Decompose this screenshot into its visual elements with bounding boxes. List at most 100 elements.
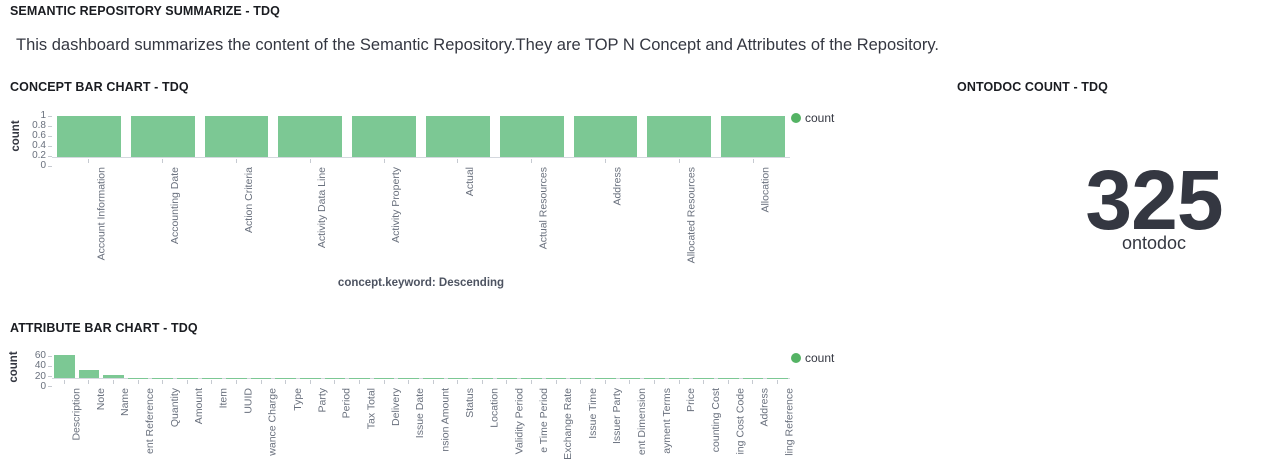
bar-account-information[interactable] [57, 116, 121, 157]
x-category-label: Actual Resources [537, 167, 550, 250]
x-category-label: Activity Data Line [316, 167, 329, 249]
x-category: nsion Amount [421, 386, 451, 459]
bar-action-criteria[interactable] [204, 116, 269, 157]
bar-activity-data-line[interactable] [278, 116, 343, 157]
x-category-label: Address [611, 167, 624, 206]
x-tick [298, 380, 323, 384]
y-tick: 0 [14, 161, 52, 171]
bar-allocation[interactable] [721, 116, 785, 157]
x-tick-mark [162, 159, 164, 163]
bar-name[interactable] [103, 375, 124, 378]
y-tick: 0.6 [14, 131, 52, 141]
x-tick-mark [235, 380, 237, 384]
x-category: ent Dimension [618, 386, 648, 459]
x-tick [569, 159, 643, 163]
x-tick [716, 159, 790, 163]
x-tick [200, 380, 225, 384]
x-category: Type [273, 386, 304, 459]
x-category: Validity Period [495, 386, 525, 459]
x-tick-mark [752, 380, 754, 384]
x-category: Address [569, 165, 643, 273]
x-category-label: Account Information [94, 167, 107, 261]
bar-actual-resources[interactable] [499, 116, 564, 157]
x-category: Exchange Rate [544, 386, 574, 459]
x-tick [642, 159, 716, 163]
x-category-label: Action Criteria [242, 167, 255, 233]
y-tick-mark [48, 355, 52, 357]
bar-address[interactable] [573, 116, 638, 157]
x-tick-mark [531, 159, 533, 163]
x-category: Activity Data Line [273, 165, 347, 273]
x-tick-mark [678, 159, 680, 163]
x-category: Actual [421, 165, 495, 273]
x-tick [273, 159, 347, 163]
x-tick [716, 380, 741, 384]
plot-area [52, 354, 790, 379]
legend-series-dot-icon [791, 353, 801, 363]
x-tick-mark [88, 159, 90, 163]
x-category: Allocation [716, 165, 790, 273]
y-tick: 0.2 [14, 151, 52, 161]
x-tick [495, 380, 520, 384]
x-axis-tick-marks [52, 159, 790, 163]
x-category-label: Accounting Date [168, 167, 181, 245]
x-tick-mark [604, 159, 606, 163]
x-category: counting Cost [691, 386, 722, 459]
x-tick-mark [88, 380, 90, 384]
x-tick [667, 380, 692, 384]
y-tick-mark [48, 145, 52, 147]
bar-actual[interactable] [425, 116, 490, 157]
x-axis-title: concept.keyword: Descending [337, 277, 505, 289]
legend[interactable]: count [791, 111, 834, 125]
x-tick [470, 380, 495, 384]
x-category: Activity Property [347, 165, 421, 273]
x-tick-mark [580, 380, 582, 384]
x-category-label: ling Reference [783, 388, 796, 456]
legend-series-label[interactable]: count [805, 351, 835, 365]
x-tick [150, 380, 175, 384]
x-category: Quantity [150, 386, 181, 459]
x-tick-mark [481, 380, 483, 384]
x-tick [200, 159, 274, 163]
y-tick: 40 [14, 361, 52, 371]
dashboard-description: This dashboard summarizes the content of… [16, 36, 939, 54]
x-tick [77, 380, 102, 384]
legend-series-label[interactable]: count [805, 111, 835, 125]
x-category: Delivery [372, 386, 402, 459]
y-axis-tick-labels: 1 0.8 0.6 0.4 0.2 0 [14, 111, 52, 171]
x-category: Item [200, 386, 230, 459]
ontodoc-count-label: ontodoc [1121, 233, 1187, 253]
x-category: Location [470, 386, 500, 459]
x-tick-mark [506, 380, 508, 384]
x-tick [126, 380, 151, 384]
x-tick [126, 159, 200, 163]
x-tick [642, 380, 667, 384]
legend-series-dot-icon [791, 113, 801, 123]
x-tick-mark [727, 380, 729, 384]
attribute-chart-panel-title: ATTRIBUTE BAR CHART - TDQ [10, 321, 198, 335]
x-category: Tax Total [347, 386, 377, 459]
x-axis-category-labels: Description Note Name ent Reference Quantity… [52, 386, 796, 459]
x-category: Party [298, 386, 328, 459]
x-tick-mark [383, 380, 385, 384]
plot-area [52, 116, 790, 158]
bar-activity-property[interactable] [352, 116, 416, 157]
x-category: Status [446, 386, 476, 459]
x-tick [323, 380, 348, 384]
x-tick-mark [309, 159, 311, 163]
x-tick [765, 380, 790, 384]
x-category: Amount [175, 386, 205, 459]
x-axis-tick-marks [52, 380, 790, 384]
x-tick-mark [112, 380, 114, 384]
x-category: Accounting Date [126, 165, 200, 273]
x-category-label: Allocation [759, 167, 772, 213]
x-tick-mark [531, 380, 533, 384]
legend[interactable]: count [791, 351, 834, 365]
x-category: ling Reference [765, 386, 796, 459]
bar-allocated-resources[interactable] [647, 116, 712, 157]
x-tick [52, 380, 77, 384]
bar-accounting-date[interactable] [130, 116, 195, 157]
y-tick: 1 [14, 111, 52, 121]
bar-description[interactable] [54, 355, 75, 378]
bar-note[interactable] [78, 370, 100, 378]
